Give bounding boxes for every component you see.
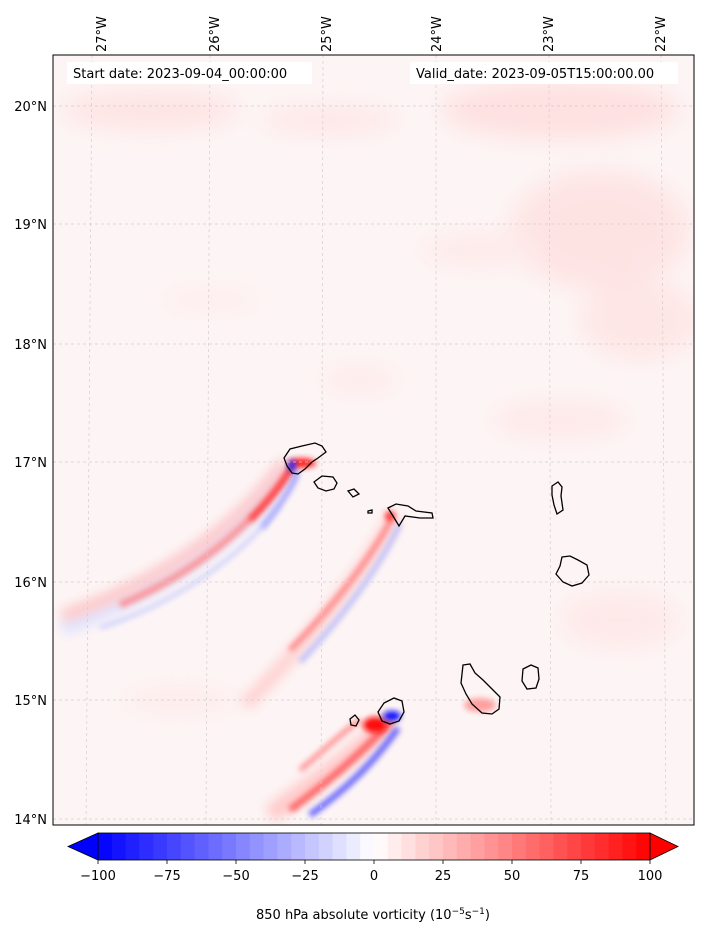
- lat-label: 17°N: [14, 456, 47, 471]
- colorbar-extension-low: [67, 832, 99, 861]
- map-frame: [52, 54, 695, 826]
- colorbar-segment: [498, 833, 513, 860]
- wake-3: [264, 698, 496, 823]
- lat-label: 15°N: [14, 694, 47, 709]
- colorbar-segment: [263, 833, 278, 860]
- colorbar-tick-label: −75: [153, 869, 180, 884]
- island-santo-antao: [283, 442, 327, 475]
- colorbar-segment: [415, 833, 430, 860]
- colorbar-segment: [153, 833, 168, 860]
- colorbar-segment: [374, 833, 389, 860]
- map-panel: Start date: 2023-09-04_00:00:00 Valid_da…: [14, 16, 695, 828]
- colorbar-segment: [470, 833, 485, 860]
- colorbar-extension-high: [649, 832, 679, 861]
- colorbar-segment: [346, 833, 361, 860]
- island-sal: [551, 481, 564, 516]
- lon-label: 22°W: [654, 16, 669, 52]
- colorbar-segment: [208, 833, 223, 860]
- lat-label: 18°N: [14, 338, 47, 353]
- latitude-labels: 20°N 19°N 18°N 17°N 16°N 15°N 14°N: [14, 100, 47, 828]
- start-date-box: Start date: 2023-09-04_00:00:00: [67, 62, 312, 84]
- colorbar-segment: [98, 833, 113, 860]
- colorbar-tick-label: −50: [222, 869, 249, 884]
- colorbar-segment: [111, 833, 127, 860]
- colorbar-tick-label: 25: [435, 869, 452, 884]
- colorbar-segment: [594, 833, 610, 860]
- colorbar-segment: [167, 833, 182, 860]
- colorbar-segment: [318, 833, 334, 860]
- colorbar-tick-label: 50: [504, 869, 521, 884]
- lon-label: 27°W: [95, 16, 110, 52]
- colorbar-segment: [567, 833, 582, 860]
- colorbar-segment: [539, 833, 554, 860]
- colorbar-segment: [456, 833, 472, 860]
- lat-label: 20°N: [14, 100, 47, 115]
- colorbar-tick-label: 75: [573, 869, 590, 884]
- colorbar-segment: [222, 833, 237, 860]
- colorbar-segment: [236, 833, 251, 860]
- colorbar-segment: [512, 833, 527, 860]
- lon-label: 23°W: [542, 16, 557, 52]
- colorbar-segment: [277, 833, 292, 860]
- colorbar-tick-label: 0: [370, 869, 378, 884]
- island-boa-vista: [555, 555, 590, 587]
- colorbar-tick-label: −25: [291, 869, 318, 884]
- lon-label: 26°W: [208, 16, 223, 52]
- colorbar-segment: [622, 833, 637, 860]
- colorbar-segment: [636, 833, 651, 860]
- colorbar-segment: [332, 833, 347, 860]
- island-sao-nicolau: [387, 503, 434, 528]
- colorbar-segment: [443, 833, 458, 860]
- colorbar: −100 −75 −50 −25 0 25 50 75 100 850 hPa absolute…: [67, 832, 679, 923]
- colorbar-label: 850 hPa absolute vorticity (10−5s−1): [256, 907, 490, 923]
- colorbar-segment: [608, 833, 623, 860]
- graticule: [53, 55, 694, 825]
- island-santa-luzia: [346, 488, 361, 498]
- colorbar-segment: [525, 833, 541, 860]
- colorbar-segment: [139, 833, 154, 860]
- colorbar-segment: [401, 833, 416, 860]
- island-maio: [521, 664, 540, 690]
- valid-date: Valid_date: 2023-09-05T15:00:00.00: [416, 67, 654, 82]
- colorbar-segment: [180, 833, 196, 860]
- island-brava: [349, 714, 360, 727]
- lat-label: 19°N: [14, 218, 47, 233]
- colorbar-segment: [125, 833, 140, 860]
- colorbar-segment: [194, 833, 209, 860]
- colorbar-segment: [291, 833, 306, 860]
- lat-label: 14°N: [14, 813, 47, 828]
- colorbar-segment: [484, 833, 499, 860]
- wake-2: [240, 511, 403, 710]
- island-fogo: [377, 697, 405, 725]
- colorbar-segment: [249, 833, 265, 860]
- island-santiago: [460, 663, 501, 715]
- colorbar-ticks: −100 −75 −50 −25 0 25 50 75 100: [80, 860, 662, 884]
- colorbar-segments: [98, 833, 651, 860]
- valid-date-box: Valid_date: 2023-09-05T15:00:00.00: [410, 62, 678, 84]
- lat-label: 16°N: [14, 576, 47, 591]
- colorbar-tick-label: −100: [80, 869, 116, 884]
- colorbar-segment: [581, 833, 596, 860]
- start-date: Start date: 2023-09-04_00:00:00: [73, 67, 287, 82]
- vorticity-field: [53, 55, 694, 825]
- colorbar-segment: [360, 833, 375, 860]
- colorbar-tick-label: 100: [638, 869, 663, 884]
- colorbar-segment: [305, 833, 320, 860]
- island-branco: [367, 509, 373, 514]
- longitude-labels: 27°W 26°W 25°W 24°W 23°W 22°W: [95, 16, 669, 52]
- coastlines: [283, 442, 590, 727]
- colorbar-segment: [387, 833, 403, 860]
- lon-label: 24°W: [430, 16, 445, 52]
- lon-label: 25°W: [320, 16, 335, 52]
- island-sao-vicente: [313, 475, 338, 492]
- colorbar-segment: [553, 833, 568, 860]
- colorbar-segment: [429, 833, 444, 860]
- background-noise: [60, 80, 694, 714]
